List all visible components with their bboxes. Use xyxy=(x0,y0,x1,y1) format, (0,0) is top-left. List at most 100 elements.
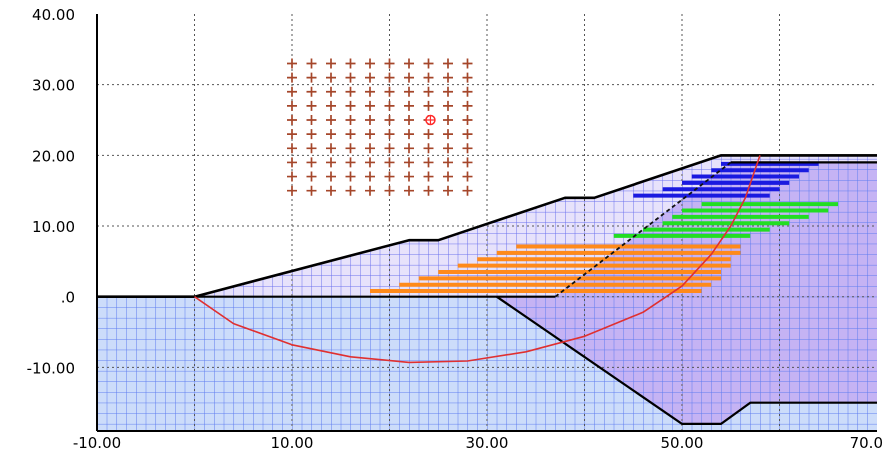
search-grid-point xyxy=(287,143,297,154)
x-tick-label: 70.0 xyxy=(850,434,883,452)
search-grid-point xyxy=(287,129,297,140)
reinforcement-layers xyxy=(370,161,838,294)
search-grid-point xyxy=(384,72,395,83)
search-grid-point xyxy=(345,143,356,154)
search-grid-point xyxy=(423,100,434,111)
search-grid-point xyxy=(365,157,375,168)
search-grid-point xyxy=(462,171,473,182)
x-tick-label: 10.00 xyxy=(271,434,314,452)
search-grid-point xyxy=(287,185,297,196)
search-grid-point xyxy=(326,58,336,69)
search-grid-point xyxy=(326,171,336,182)
y-tick-label: -10.00 xyxy=(27,359,75,377)
search-grid-point xyxy=(384,129,395,140)
critical-slip-surface xyxy=(194,155,761,364)
search-grid-point xyxy=(345,58,356,69)
search-grid-point xyxy=(384,58,395,69)
internal-boundary xyxy=(554,161,732,298)
search-grid-point xyxy=(404,171,414,182)
search-grid-point xyxy=(462,143,473,154)
search-grid-point xyxy=(384,157,395,168)
soil-region xyxy=(496,162,877,424)
search-grid-point xyxy=(306,157,317,168)
search-grid-point xyxy=(306,185,317,196)
search-grid-point xyxy=(404,157,414,168)
y-tick-label: 40.00 xyxy=(32,6,75,24)
search-grid-point xyxy=(443,86,453,97)
search-grid-point xyxy=(306,115,317,126)
search-grid-point xyxy=(443,115,453,126)
search-grid-point xyxy=(306,100,317,111)
search-grid-point xyxy=(306,86,317,97)
search-grid-point xyxy=(287,157,297,168)
search-grid-point xyxy=(365,58,375,69)
critical-center-cross xyxy=(425,115,435,125)
search-grid-point xyxy=(287,58,297,69)
search-grid-point xyxy=(462,129,473,140)
y-tick-label: .0 xyxy=(61,289,75,307)
search-grid-point xyxy=(443,58,453,69)
axes xyxy=(96,14,877,432)
search-grid-point xyxy=(365,129,375,140)
search-grid-point xyxy=(345,100,356,111)
search-grid-point xyxy=(384,86,395,97)
y-tick-label: 30.00 xyxy=(32,77,75,95)
search-grid-point xyxy=(365,143,375,154)
search-grid-point xyxy=(462,58,473,69)
search-grid-point xyxy=(443,157,453,168)
search-grid-point xyxy=(287,72,297,83)
search-grid-point xyxy=(423,129,434,140)
search-grid-point xyxy=(384,143,395,154)
search-grid-point xyxy=(345,185,356,196)
search-grid-point xyxy=(326,72,336,83)
search-grid-point xyxy=(443,171,453,182)
search-grid-point xyxy=(443,143,453,154)
search-grid-point xyxy=(443,185,453,196)
search-grid-point xyxy=(345,129,356,140)
search-grid-point xyxy=(287,100,297,111)
search-grid-point xyxy=(365,115,375,126)
search-grid-point xyxy=(287,171,297,182)
search-grid-point xyxy=(345,72,356,83)
x-tick-label: 50.00 xyxy=(661,434,704,452)
boundary-line xyxy=(496,295,877,425)
search-grid-point xyxy=(326,129,336,140)
search-grid-point xyxy=(404,185,414,196)
search-grid-point xyxy=(345,86,356,97)
boundary-lines xyxy=(97,154,877,425)
ground-surface-line xyxy=(97,154,877,299)
search-grid-point xyxy=(423,157,434,168)
search-grid-point xyxy=(365,100,375,111)
search-grid-point xyxy=(404,143,414,154)
search-grid-point xyxy=(462,100,473,111)
search-grid-point xyxy=(462,86,473,97)
search-grid-point xyxy=(365,86,375,97)
search-grid-point xyxy=(287,115,297,126)
search-grid-point xyxy=(306,72,317,83)
search-grid-point xyxy=(384,115,395,126)
y-tick-label: 20.00 xyxy=(32,147,75,165)
search-grid-point xyxy=(423,86,434,97)
search-grid-point xyxy=(306,129,317,140)
search-grid-point xyxy=(404,72,414,83)
search-grid-point xyxy=(462,185,473,196)
search-grid-point xyxy=(326,185,336,196)
search-grid-point xyxy=(404,115,414,126)
search-grid-point xyxy=(462,72,473,83)
search-grid-point xyxy=(423,58,434,69)
search-grid-point xyxy=(326,115,336,126)
search-grid-point xyxy=(404,129,414,140)
search-grid-point xyxy=(443,72,453,83)
search-grid-point xyxy=(443,129,453,140)
search-grid-point xyxy=(404,100,414,111)
soil-region xyxy=(194,155,877,297)
search-grid-point xyxy=(423,143,434,154)
search-grid-point xyxy=(326,143,336,154)
search-grid-point xyxy=(384,185,395,196)
y-tick-label: 10.00 xyxy=(32,218,75,236)
search-grid-point xyxy=(365,171,375,182)
search-grid-point xyxy=(326,157,336,168)
search-grid-point xyxy=(443,100,453,111)
search-grid-point xyxy=(345,115,356,126)
